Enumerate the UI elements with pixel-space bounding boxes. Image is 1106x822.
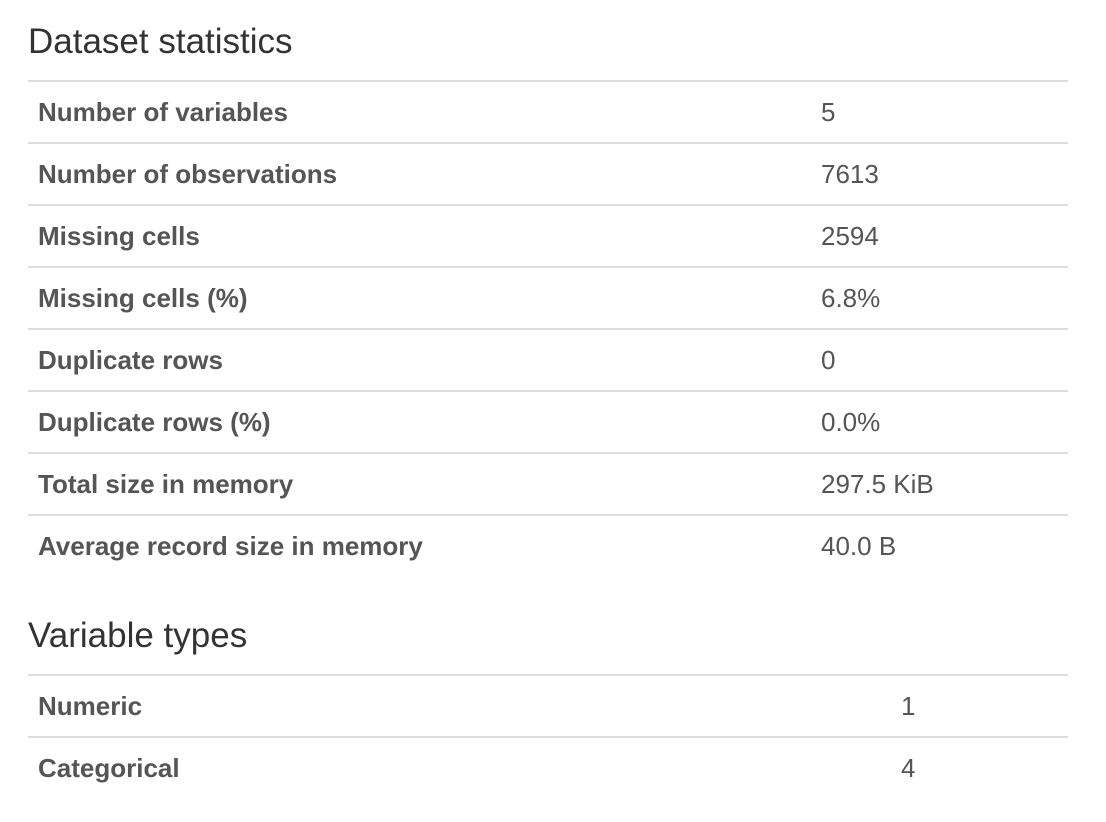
type-count: 4 [901, 736, 1068, 799]
stat-value: 0 [821, 328, 1068, 391]
stat-label: Number of variables [28, 80, 821, 143]
type-count: 1 [901, 674, 1068, 737]
type-label: Numeric [28, 674, 901, 737]
variable-types-table: Numeric 1 Categorical 4 [28, 674, 1068, 799]
table-row: Missing cells 2594 [28, 204, 1068, 267]
stat-value: 6.8% [821, 266, 1068, 329]
stat-value: 5 [821, 80, 1068, 143]
dataset-statistics-table: Number of variables 5 Number of observat… [28, 80, 1068, 577]
stat-value: 297.5 KiB [821, 452, 1068, 515]
stat-label: Missing cells (%) [28, 266, 821, 329]
table-row: Total size in memory 297.5 KiB [28, 452, 1068, 515]
stat-value: 40.0 B [821, 514, 1068, 577]
stat-value: 7613 [821, 142, 1068, 205]
stat-label: Number of observations [28, 142, 821, 205]
stat-label: Total size in memory [28, 452, 821, 515]
table-row: Average record size in memory 40.0 B [28, 514, 1068, 577]
type-label: Categorical [28, 736, 901, 799]
stat-value: 2594 [821, 204, 1068, 267]
table-row: Number of observations 7613 [28, 142, 1068, 205]
stat-label: Average record size in memory [28, 514, 821, 577]
table-row: Missing cells (%) 6.8% [28, 266, 1068, 329]
dataset-statistics-title: Dataset statistics [28, 22, 293, 61]
table-row: Duplicate rows 0 [28, 328, 1068, 391]
table-row: Number of variables 5 [28, 80, 1068, 143]
stat-label: Duplicate rows (%) [28, 390, 821, 453]
table-row: Categorical 4 [28, 736, 1068, 799]
stat-label: Duplicate rows [28, 328, 821, 391]
stat-value: 0.0% [821, 390, 1068, 453]
variable-types-title: Variable types [28, 616, 248, 655]
table-row: Numeric 1 [28, 674, 1068, 737]
stat-label: Missing cells [28, 204, 821, 267]
table-row: Duplicate rows (%) 0.0% [28, 390, 1068, 453]
